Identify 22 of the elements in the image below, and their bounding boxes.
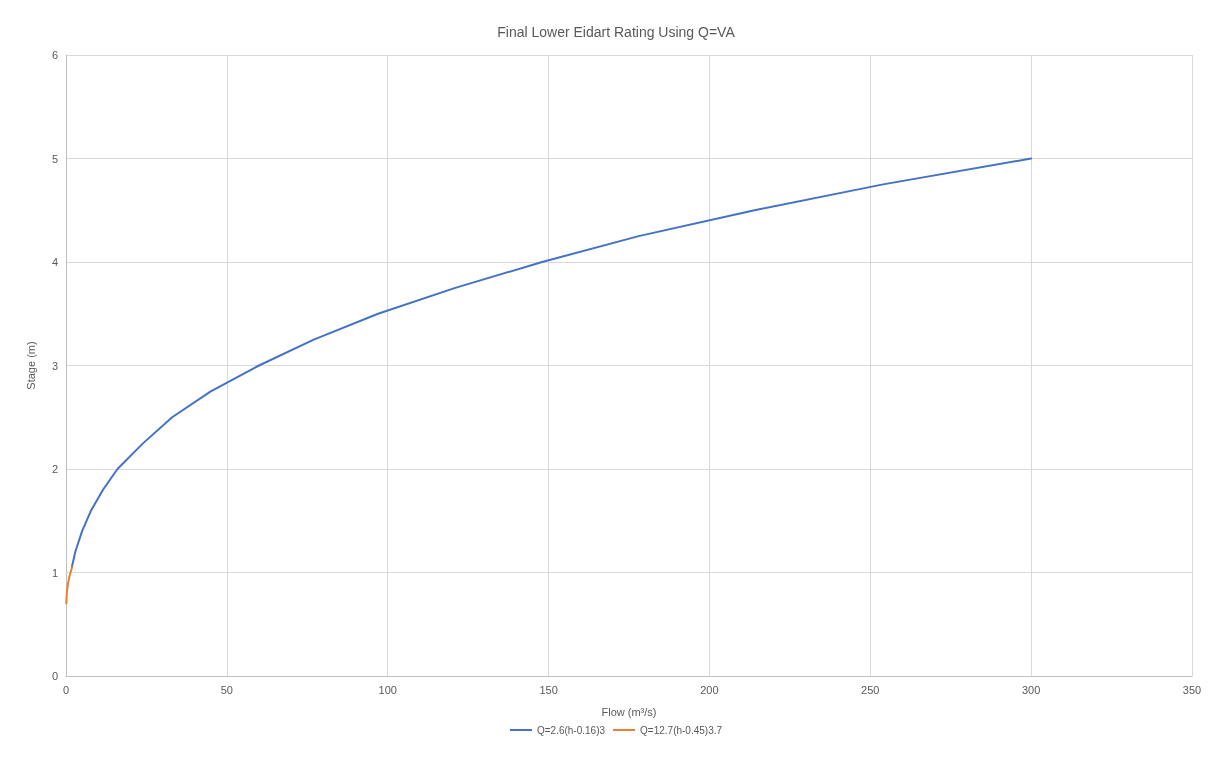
legend-label: Q=2.6(h-0.16)3 [536, 724, 606, 736]
x-tick-label: 300 [1021, 683, 1041, 696]
x-tick-label: 200 [700, 683, 719, 696]
y-tick-label: 3 [51, 359, 58, 372]
x-tick-label: 100 [378, 683, 397, 696]
x-tick-label: 50 [220, 683, 233, 696]
x-tick-label: 150 [539, 683, 558, 696]
line-series [65, 566, 74, 605]
y-tick-label: 4 [51, 256, 58, 268]
y-tick-label: 5 [51, 152, 58, 165]
x-tick-label: 350 [1182, 683, 1202, 696]
y-axis-title: Stage (m) [24, 341, 37, 390]
y-tick-label: 0 [51, 670, 58, 682]
x-axis-title: Flow (m³/s) [601, 705, 657, 718]
x-tick-label: 250 [861, 683, 880, 696]
line-series [70, 157, 1033, 569]
x-tick-label: 0 [62, 683, 70, 696]
y-tick-label: 1 [51, 566, 58, 579]
y-tick-label: 2 [51, 463, 58, 475]
legend-label: Q=12.7(h-0.45)3.7 [640, 724, 723, 736]
chart-title: Final Lower Eidart Rating Using Q=VA [497, 24, 736, 40]
y-tick-label: 6 [51, 49, 58, 61]
